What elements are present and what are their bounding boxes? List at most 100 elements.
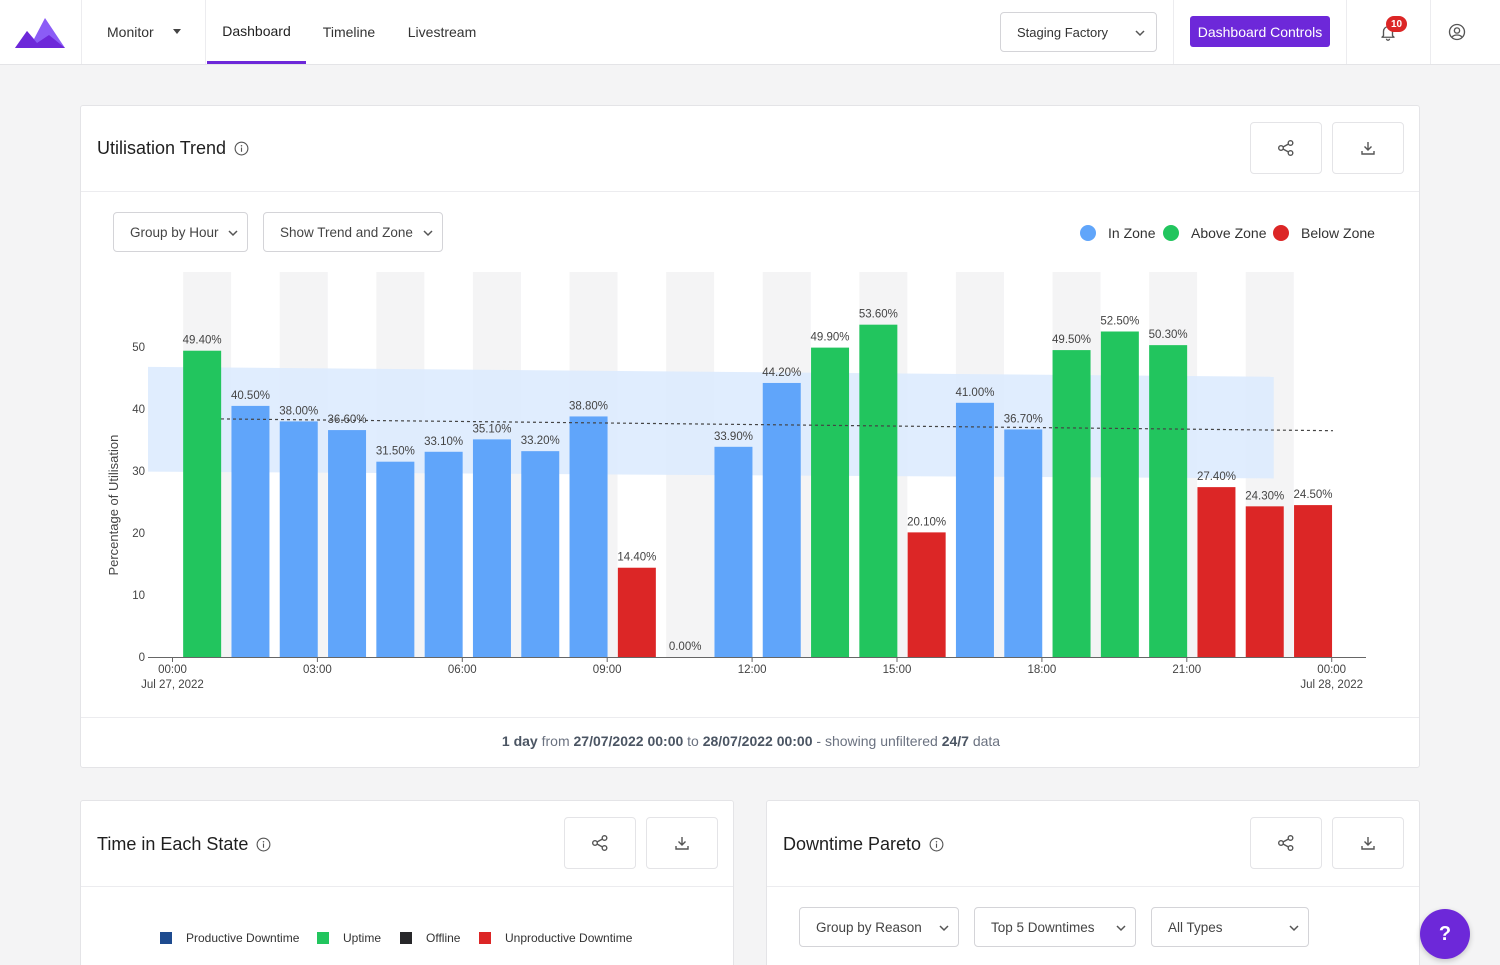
summary-from: from: [541, 733, 570, 749]
x-tick-label: 03:00: [303, 664, 332, 676]
chevron-down-icon: [423, 230, 433, 237]
x-tick-label: 18:00: [1028, 664, 1057, 676]
legend-label: Unproductive Downtime: [505, 931, 633, 945]
share-icon: [1278, 835, 1294, 851]
legend-swatch: [479, 932, 491, 944]
utilisation-bar: [1149, 345, 1188, 657]
summary-start: 27/07/2022 00:00: [573, 733, 684, 749]
bar-value-label: 53.60%: [859, 309, 898, 321]
utilisation-bar: [907, 532, 946, 657]
utilisation-bar: [859, 324, 898, 657]
y-tick-label: 50: [132, 342, 145, 354]
share-button[interactable]: [564, 817, 636, 869]
pareto-type-select-value: All Types: [1168, 920, 1223, 935]
bar-value-label: 44.20%: [762, 367, 801, 379]
share-icon: [1278, 140, 1294, 156]
bar-value-label: 27.40%: [1197, 471, 1236, 483]
x-tick-label: 21:00: [1172, 664, 1201, 676]
legend-swatch: [1080, 225, 1096, 241]
bar-value-label: 49.50%: [1052, 334, 1091, 346]
pareto-top-select-value: Top 5 Downtimes: [991, 920, 1095, 935]
x-tick-label: 15:00: [883, 664, 912, 676]
legend-label: In Zone: [1108, 225, 1156, 241]
caret-down-icon: [173, 29, 181, 34]
download-button[interactable]: [1332, 817, 1404, 869]
legend-uptime[interactable]: Uptime: [317, 931, 381, 945]
utilisation-bar: [231, 405, 270, 657]
utilisation-bar: [1245, 506, 1284, 657]
utilisation-bar: [183, 350, 222, 657]
bar-value-label: 40.50%: [231, 390, 270, 402]
info-icon[interactable]: [234, 141, 249, 156]
user-account-icon[interactable]: [1448, 23, 1466, 41]
bar-value-label: 20.10%: [907, 516, 946, 528]
x-tick-label: 06:00: [448, 664, 477, 676]
chevron-down-icon: [1289, 925, 1299, 932]
notifications-cell[interactable]: [1347, 0, 1431, 64]
legend-in-zone[interactable]: In Zone: [1080, 225, 1155, 241]
logo-cell[interactable]: [0, 0, 82, 64]
legend-swatch: [1273, 225, 1289, 241]
pareto-type-select[interactable]: All Types: [1151, 907, 1309, 947]
download-button[interactable]: [1332, 122, 1404, 174]
tab-livestream[interactable]: Livestream: [392, 0, 492, 64]
dashboard-controls-button[interactable]: Dashboard Controls: [1190, 16, 1330, 47]
legend-label: Uptime: [343, 931, 382, 945]
x-tick-label: 09:00: [593, 664, 622, 676]
utilisation-bar: [955, 402, 994, 657]
utilisation-bar: [1294, 505, 1333, 657]
download-icon: [1361, 142, 1375, 155]
utilisation-bar: [714, 446, 753, 657]
summary-duration: 1 day: [501, 733, 538, 749]
tab-timeline-label: Timeline: [322, 24, 376, 40]
x-tick-date-label: Jul 27, 2022: [141, 679, 204, 691]
chevron-down-icon: [228, 230, 238, 237]
summary-to: to: [687, 733, 699, 749]
y-tick-label: 20: [132, 528, 145, 540]
share-button[interactable]: [1250, 817, 1322, 869]
legend-productive-downtime[interactable]: Productive Downtime: [160, 931, 299, 945]
controls-cell: Dashboard Controls: [1173, 0, 1347, 64]
info-icon[interactable]: [256, 837, 271, 852]
tab-dashboard[interactable]: Dashboard: [207, 0, 306, 64]
bar-value-label: 33.90%: [714, 431, 753, 443]
brand-logo-icon: [15, 18, 65, 48]
bar-value-label: 49.90%: [811, 332, 850, 344]
download-button[interactable]: [646, 817, 718, 869]
notification-badge: 10: [1386, 16, 1407, 32]
y-tick-label: 10: [132, 590, 145, 602]
time-in-state-title: Time in Each State: [97, 834, 271, 855]
card-divider: [81, 717, 1419, 718]
trend-zone-select-value: Show Trend and Zone: [280, 225, 413, 240]
pareto-group-select[interactable]: Group by Reason: [799, 907, 959, 947]
share-button[interactable]: [1250, 122, 1322, 174]
y-tick-label: 40: [132, 404, 145, 416]
download-icon: [1361, 837, 1375, 850]
x-tick-label: 00:00: [1317, 664, 1346, 676]
legend-below-zone[interactable]: Below Zone: [1273, 225, 1375, 241]
info-icon[interactable]: [929, 837, 944, 852]
utilisation-bar: [521, 451, 560, 657]
bar-value-label: 24.50%: [1294, 489, 1333, 501]
utilisation-bar: [617, 567, 656, 657]
factory-select[interactable]: Staging Factory: [1000, 12, 1157, 52]
y-tick-label: 30: [132, 466, 145, 478]
summary-filter: 24/7: [941, 733, 969, 749]
bar-value-label: 50.30%: [1149, 329, 1188, 341]
legend-above-zone[interactable]: Above Zone: [1163, 225, 1267, 241]
monitor-menu[interactable]: Monitor: [82, 0, 206, 64]
legend-offline[interactable]: Offline: [400, 931, 460, 945]
pareto-top-select[interactable]: Top 5 Downtimes: [974, 907, 1136, 947]
monitor-menu-label: Monitor: [107, 24, 154, 40]
utilisation-bar: [1004, 429, 1043, 657]
summary-suffix: data: [972, 733, 1001, 749]
legend-swatch: [160, 932, 172, 944]
trend-zone-select[interactable]: Show Trend and Zone: [263, 212, 443, 252]
trend-line: [220, 418, 1334, 432]
help-button[interactable]: ?: [1420, 909, 1470, 959]
legend-unproductive-downtime[interactable]: Unproductive Downtime: [479, 931, 632, 945]
pareto-group-select-value: Group by Reason: [816, 920, 922, 935]
bar-value-label: 38.80%: [569, 400, 608, 412]
group-by-select[interactable]: Group by Hour: [113, 212, 248, 252]
tab-timeline[interactable]: Timeline: [306, 0, 392, 64]
